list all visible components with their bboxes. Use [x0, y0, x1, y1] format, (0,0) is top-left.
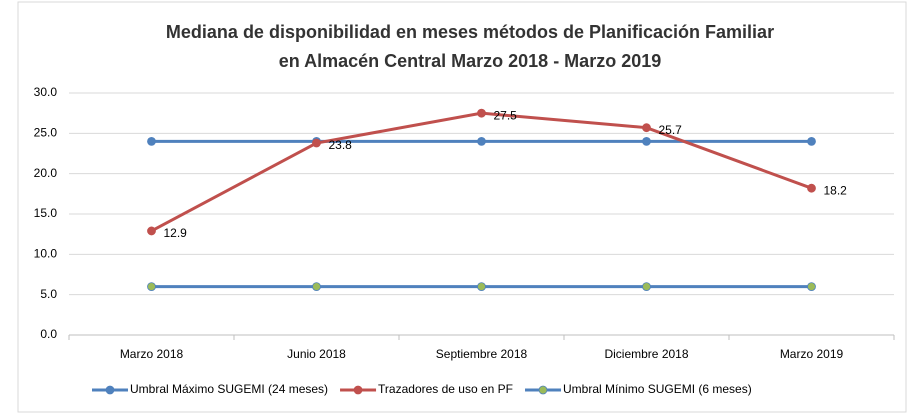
legend-label: Umbral Máximo SUGEMI (24 meses) [130, 382, 328, 396]
legend-label: Trazadores de uso en PF [378, 382, 513, 396]
chart-border [17, 1, 907, 413]
legend-marker [538, 385, 548, 395]
marker [642, 282, 651, 292]
marker [312, 138, 321, 148]
legend-marker [353, 385, 363, 395]
marker [147, 282, 156, 292]
y-tick-label: 25.0 [34, 126, 58, 140]
chart-title: en Almacén Central Marzo 2018 - Marzo 20… [279, 51, 661, 71]
marker [147, 226, 156, 236]
y-tick-label: 15.0 [34, 206, 58, 220]
marker [147, 136, 156, 146]
y-tick-label: 0.0 [40, 327, 57, 341]
y-tick-label: 10.0 [34, 247, 58, 261]
marker [477, 282, 486, 292]
marker [807, 183, 816, 193]
data-label: 27.5 [494, 108, 518, 122]
data-label: 23.8 [329, 138, 353, 152]
marker [312, 282, 321, 292]
marker [807, 282, 816, 292]
x-tick-label: Junio 2018 [287, 347, 346, 361]
chart-title: Mediana de disponibilidad en meses métod… [166, 22, 774, 42]
y-tick-label: 5.0 [40, 287, 57, 301]
data-label: 25.7 [659, 123, 683, 137]
x-tick-label: Diciembre 2018 [604, 347, 688, 361]
y-tick-label: 20.0 [34, 166, 58, 180]
data-label: 18.2 [824, 183, 848, 197]
data-label: 12.9 [164, 226, 188, 240]
x-tick-label: Marzo 2019 [780, 347, 844, 361]
x-tick-label: Marzo 2018 [120, 347, 184, 361]
marker [807, 136, 816, 146]
marker [477, 108, 486, 118]
x-tick-label: Septiembre 2018 [436, 347, 528, 361]
legend-label: Umbral Mínimo SUGEMI (6 meses) [563, 382, 752, 396]
legend-marker [105, 385, 115, 395]
marker [477, 136, 486, 146]
marker [642, 123, 651, 133]
y-tick-label: 30.0 [34, 85, 58, 99]
marker [642, 136, 651, 146]
